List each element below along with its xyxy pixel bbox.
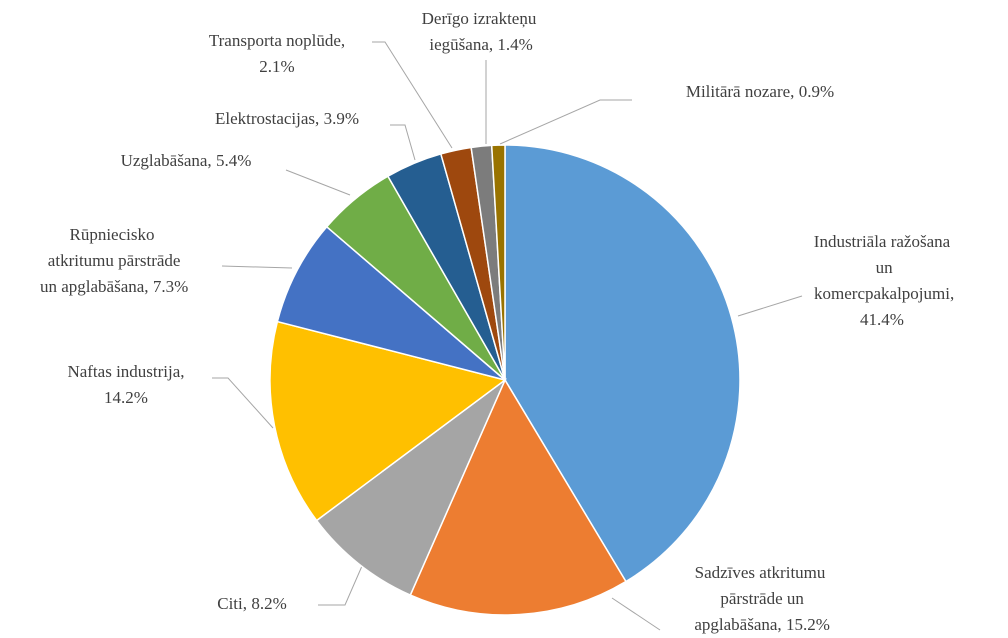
- leader-line: [318, 565, 363, 606]
- pie-slice: [269, 320, 507, 522]
- data-label-name: Citi,: [217, 594, 247, 613]
- data-label-value: 2.1%: [259, 57, 294, 76]
- data-label-name: Uzglabāšana,: [121, 151, 212, 170]
- data-label-value: 8.2%: [251, 594, 286, 613]
- data-label-value: 0.9%: [799, 82, 834, 101]
- data-label-value: 1.4%: [497, 35, 532, 54]
- data-label-value: 3.9%: [324, 109, 359, 128]
- data-label-name: Transporta noplūde,: [209, 31, 345, 50]
- leader-line: [611, 597, 661, 631]
- data-label-value: 14.2%: [104, 388, 148, 407]
- data-label-name: Rūpniecisko atkritumu pārstrāde un apgla…: [36, 225, 181, 296]
- data-label-value: 15.2%: [786, 615, 830, 634]
- pie-slice: [490, 144, 506, 381]
- pie-slice: [504, 144, 741, 583]
- pie-slice: [276, 225, 506, 381]
- leader-line: [372, 41, 453, 149]
- leader-line: [499, 99, 632, 145]
- pie-slice: [315, 377, 507, 597]
- pie-slice: [409, 378, 627, 616]
- data-label-name: Elektrostacijas,: [215, 109, 319, 128]
- leader-line: [212, 377, 274, 429]
- data-label-name: Derīgo izrakteņu iegūšana,: [422, 9, 537, 54]
- data-label-name: Naftas industrija,: [67, 362, 184, 381]
- data-label-name: Sadzīves atkritumu pārstrāde un apglabāš…: [690, 563, 826, 634]
- data-label-name: Industriāla ražošana un komercpakalpojum…: [810, 232, 954, 303]
- data-label-name: Militārā nozare,: [686, 82, 795, 101]
- data-label-value: 7.3%: [153, 277, 188, 296]
- leader-line: [285, 169, 351, 196]
- leader-lines: [212, 41, 803, 631]
- leader-line: [737, 295, 803, 317]
- data-label-value: 5.4%: [216, 151, 251, 170]
- leader-line: [221, 265, 293, 269]
- leader-line: [390, 124, 416, 161]
- data-label-value: 41.4%: [860, 310, 904, 329]
